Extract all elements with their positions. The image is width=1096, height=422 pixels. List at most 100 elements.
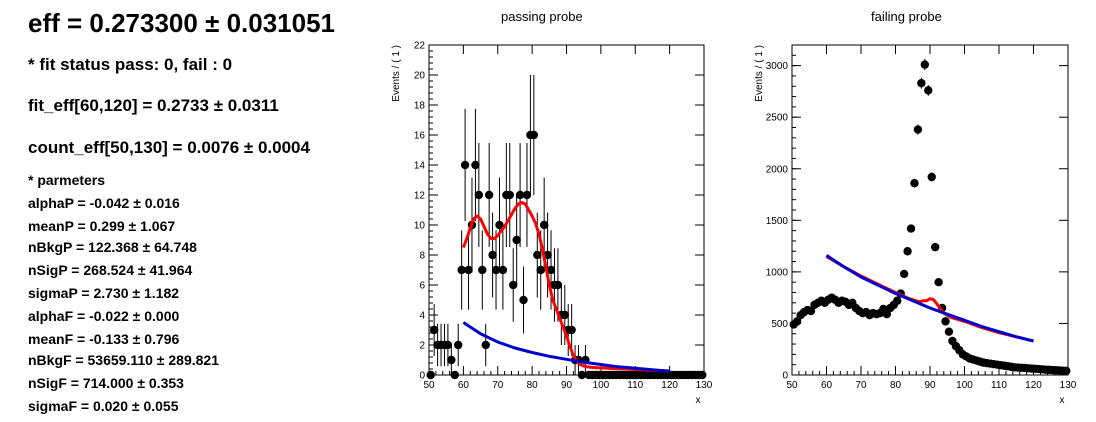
param-meanF: meanF = -0.133 ± 0.796 [28,331,180,347]
passing-data-point [515,190,525,200]
failing-data-point [910,178,919,188]
failing-data-point [944,327,954,336]
passing-probe-title: passing probe [501,9,583,24]
param-sigmaF: sigmaF = 0.020 ± 0.055 [28,398,179,414]
failing-x-tick-label: 120 [1025,380,1042,391]
failing-data-point [924,86,933,95]
passing-data-point [484,190,494,200]
passing-data-point [454,340,463,350]
failing-background-curve [825,254,1034,343]
param-nBkgF: nBkgF = 53659.110 ± 289.821 [28,352,219,368]
param-nSigF: nSigF = 714.000 ± 0.353 [28,375,184,391]
failing-data-point [941,317,950,326]
failing-y-tick-label: 0 [782,371,788,382]
failing-x-tick-label: 100 [956,380,973,391]
failing-x-tick-label: 110 [991,380,1007,391]
failing-data-point [917,78,926,88]
failing-x-tick-label: 70 [855,380,867,391]
passing-y-tick-label: 14 [414,161,426,172]
failing-data-point [934,277,943,287]
efficiency-title: eff = 0.273300 ± 0.031051 [28,8,336,38]
passing-data-point [450,370,459,380]
passing-data-point [491,265,501,275]
passing-background-curve [462,321,670,373]
failing-data-point [920,60,930,69]
passing-y-tick-label: 2 [419,341,425,352]
passing-data-point [426,370,435,380]
passing-y-tick-label: 18 [414,101,426,112]
passing-data-point [460,160,470,170]
passing-data-point [509,280,518,290]
failing-data-point [792,317,802,326]
passing-y-tick-label: 6 [419,281,425,292]
passing-data-point [533,250,542,260]
passing-x-tick-label: 90 [561,380,573,391]
failing-fit-curve [825,255,1034,343]
passing-data-point [553,280,563,290]
passing-x-tick-label: 110 [627,380,643,391]
passing-data-point [567,325,576,335]
passing-data-point [488,250,497,260]
passing-x-tick-label: 120 [661,380,678,391]
failing-x-tick-label: 80 [890,380,902,391]
failing-y-axis-label: Events / ( 1 ) [754,45,765,102]
passing-data-point [447,355,456,365]
passing-x-tick-label: 130 [696,380,713,391]
passing-x-tick-label: 100 [593,380,610,391]
passing-data-point [560,310,569,320]
failing-x-tick-label: 60 [821,380,833,391]
passing-data-point [478,265,487,275]
failing-y-tick-label: 2000 [766,164,789,175]
passing-data-point [512,235,521,245]
passing-data-point [443,340,453,350]
param-alphaF: alphaF = -0.022 ± 0.000 [28,308,180,324]
failing-plot: 50 60 70 80 90 100 110 120 130 0 500 1000 1500 2000 25… [754,44,1077,406]
failing-data-point [927,172,936,182]
failing-x-axis-label: x [1060,395,1065,406]
failing-y-tick-label: 1500 [766,216,789,227]
failing-y-tick-label: 2500 [766,113,789,124]
passing-data-point [495,220,504,230]
passing-y-tick-label: 22 [414,41,426,52]
passing-data-point [474,190,484,200]
passing-data-point [577,370,587,380]
failing-frame [791,44,1069,376]
passing-plot: 50 60 70 80 90 100 110 120 130 0 2 4 6 8 10 12 14 16 18 20 2… [391,41,713,407]
passing-x-tick-label: 80 [527,380,539,391]
count-eff-text: count_eff[50,130] = 0.0076 ± 0.0004 [28,138,310,157]
passing-y-tick-label: 4 [419,311,425,322]
failing-probe-title: failing probe [871,9,942,24]
param-sigmaP: sigmaP = 2.730 ± 1.182 [28,285,180,301]
failing-y-tick-label: 1000 [766,267,789,278]
failing-data-point [930,242,940,252]
passing-data-point [498,265,508,275]
passing-x-tick-label: 70 [492,380,504,391]
passing-y-axis-label: Events / ( 1 ) [391,45,402,102]
passing-data-point [519,295,528,305]
passing-y-tick-label: 8 [419,251,425,262]
failing-x-tick-label: 130 [1060,380,1077,391]
failing-data-point [893,296,902,305]
param-nSigP: nSigP = 268.524 ± 41.964 [28,262,193,278]
param-nBkgP: nBkgP = 122.368 ± 64.748 [28,239,197,255]
failing-y-tick-label: 3000 [766,61,789,72]
passing-x-tick-label: 60 [458,380,470,391]
passing-data-point [481,340,490,350]
failing-x-tick-label: 50 [786,380,798,391]
fit-eff-text: fit_eff[60,120] = 0.2733 ± 0.0311 [28,96,279,115]
passing-data-point [546,265,556,275]
passing-data-point [429,325,439,335]
param-meanP: meanP = 0.299 ± 1.067 [28,218,176,234]
fit-status-text: * fit status pass: 0, fail : 0 [28,55,233,74]
passing-data-point [457,265,466,275]
passing-data-point [698,370,707,380]
passing-y-tick-label: 10 [414,221,426,232]
failing-x-tick-label: 90 [924,380,936,391]
passing-data-point [464,265,473,275]
failing-data-point [1062,366,1071,376]
passing-y-tick-label: 12 [414,191,426,202]
failing-data-point [913,125,923,134]
failing-data-point [903,247,912,256]
failing-data-point [882,309,892,319]
